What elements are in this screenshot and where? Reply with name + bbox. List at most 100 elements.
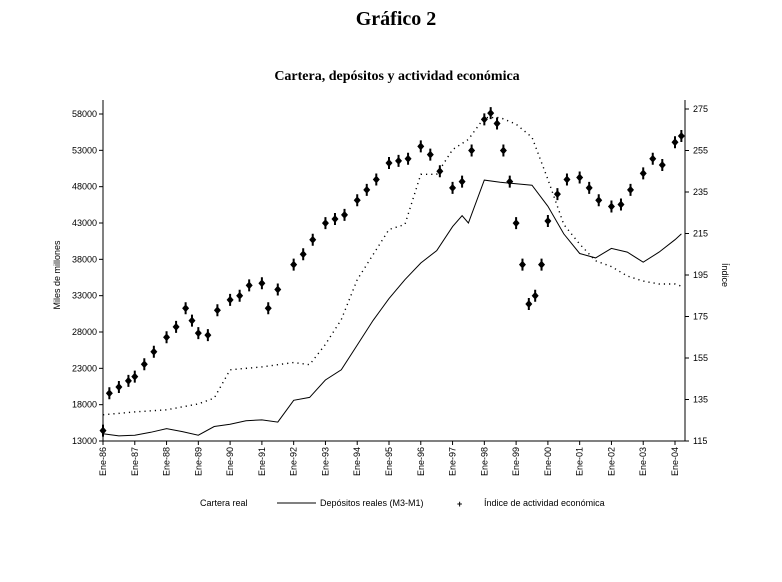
chart-subtitle: Cartera, depósitos y actividad económica <box>274 69 519 84</box>
y2-tick-label: 135 <box>693 395 708 405</box>
index-marker <box>105 387 113 400</box>
index-marker <box>204 329 212 342</box>
y2-tick-label: 255 <box>693 146 708 156</box>
index-marker <box>140 358 148 371</box>
index-marker <box>341 208 349 221</box>
x-tick-label: Ene-88 <box>162 447 172 476</box>
index-marker <box>671 136 679 149</box>
index-marker <box>363 183 371 196</box>
y2-tick-label: 215 <box>693 229 708 239</box>
index-marker <box>627 183 635 196</box>
index-marker <box>518 258 526 271</box>
index-marker <box>309 233 317 246</box>
y-tick-label: 23000 <box>72 363 97 373</box>
index-marker <box>449 181 457 194</box>
index-marker <box>372 173 380 186</box>
y-tick-label: 13000 <box>72 436 97 446</box>
index-marker <box>417 140 425 153</box>
x-tick-label: Ene-02 <box>606 447 616 476</box>
x-tick-label: Ene-98 <box>479 447 489 476</box>
index-marker <box>321 217 329 230</box>
y-tick-label: 53000 <box>72 145 97 155</box>
x-tick-label: Ene-91 <box>257 447 267 476</box>
cartera-real-line <box>102 116 682 416</box>
index-marker <box>553 188 561 201</box>
y-tick-label: 28000 <box>72 327 97 337</box>
index-marker <box>115 381 123 394</box>
y2-tick-label: 115 <box>693 436 707 446</box>
legend-label-cartera: Cartera real <box>200 498 248 508</box>
index-marker <box>658 159 666 172</box>
legend-label-indice: Índice de actividad económica <box>484 498 605 508</box>
x-tick-label: Ene-86 <box>98 447 108 476</box>
index-marker <box>131 370 139 383</box>
index-marker <box>458 175 466 188</box>
index-marker <box>426 148 434 161</box>
y-tick-label: 18000 <box>72 400 97 410</box>
x-tick-label: Ene-01 <box>575 447 585 476</box>
index-marker <box>506 175 514 188</box>
index-marker <box>99 424 107 437</box>
index-marker <box>585 181 593 194</box>
x-tick-label: Ene-04 <box>670 447 680 476</box>
x-tick-label: Ene-92 <box>289 447 299 476</box>
index-marker <box>499 144 507 157</box>
index-marker <box>538 258 546 271</box>
y2-tick-label: 175 <box>693 312 708 322</box>
y-tick-label: 33000 <box>72 291 97 301</box>
index-marker <box>245 279 253 292</box>
index-marker <box>274 283 282 296</box>
index-marker <box>525 298 533 311</box>
index-marker <box>607 200 615 213</box>
index-marker <box>188 314 196 327</box>
legend-label-depositos: Depósitos reales (M3-M1) <box>320 498 424 508</box>
y2-axis-label: Índice <box>720 263 730 287</box>
index-marker <box>258 277 266 290</box>
index-marker <box>299 248 307 261</box>
index-marker <box>353 194 361 207</box>
index-marker <box>649 152 657 165</box>
index-marker <box>182 302 190 315</box>
x-tick-label: Ene-90 <box>225 447 235 476</box>
index-marker <box>512 217 520 230</box>
x-tick-label: Ene-97 <box>448 447 458 476</box>
index-marker <box>677 129 685 142</box>
index-marker <box>395 154 403 167</box>
y-tick-label: 43000 <box>72 218 97 228</box>
index-marker <box>226 293 234 306</box>
x-tick-label: Ene-96 <box>416 447 426 476</box>
x-tick-label: Ene-94 <box>352 447 362 476</box>
legend-swatch-indice: + <box>457 499 462 509</box>
chart-title: Gráfico 2 <box>356 8 437 30</box>
index-marker <box>617 198 625 211</box>
x-tick-label: Ene-95 <box>384 447 394 476</box>
index-marker <box>404 152 412 165</box>
index-marker <box>544 215 552 228</box>
index-marker <box>172 320 180 333</box>
index-marker <box>595 194 603 207</box>
legend: Cartera real Depósitos reales (M3-M1) + … <box>200 498 605 509</box>
x-tick-label: Ene-89 <box>193 447 203 476</box>
x-tick-label: Ene-99 <box>511 447 521 476</box>
y-tick-label: 58000 <box>72 109 97 119</box>
index-marker <box>124 374 132 387</box>
index-marker <box>480 113 488 126</box>
index-marker <box>468 144 476 157</box>
index-marker <box>576 171 584 184</box>
index-marker <box>194 327 202 340</box>
index-marker <box>493 117 501 130</box>
index-marker <box>436 165 444 178</box>
x-tick-label: Ene-03 <box>638 447 648 476</box>
index-marker <box>639 167 647 180</box>
index-marker <box>531 289 539 302</box>
index-marker <box>163 331 171 344</box>
index-marker <box>150 345 158 358</box>
y2-tick-label: 155 <box>693 353 708 363</box>
y2-tick-label: 235 <box>693 187 708 197</box>
x-tick-label: Ene-00 <box>543 447 553 476</box>
index-marker <box>331 212 339 225</box>
y2-tick-label: 195 <box>693 270 708 280</box>
x-tick-label: Ene-93 <box>320 447 330 476</box>
index-marker <box>563 173 571 186</box>
